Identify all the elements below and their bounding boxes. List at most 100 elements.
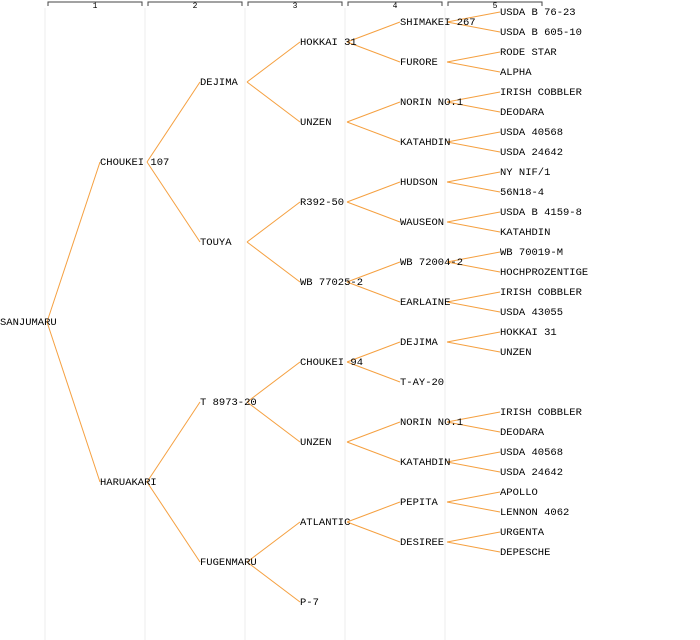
node-label: KATAHDIN <box>400 457 450 469</box>
connector <box>46 161 101 323</box>
connector <box>246 41 301 83</box>
connector <box>446 541 501 553</box>
connector <box>446 301 501 313</box>
connector <box>346 261 401 283</box>
node-label: UNZEN <box>300 117 332 129</box>
connector <box>446 501 501 513</box>
connector <box>446 171 501 183</box>
connector <box>46 321 101 483</box>
connector <box>346 121 401 143</box>
connector <box>446 141 501 153</box>
column-number: 1 <box>93 2 98 11</box>
connector <box>446 451 501 463</box>
connector <box>246 521 301 563</box>
column-number: 2 <box>193 2 198 11</box>
node-label: USDA 24642 <box>500 467 563 479</box>
node-label: FURORE <box>400 57 438 69</box>
connector <box>446 21 501 33</box>
column-number: 3 <box>293 2 298 11</box>
node-label: IRISH COBBLER <box>500 87 583 99</box>
node-label: USDA B 4159-8 <box>500 207 582 219</box>
node-label: TOUYA <box>200 237 232 249</box>
node-label: T-AY-20 <box>400 377 444 389</box>
connector <box>446 341 501 353</box>
connector <box>446 531 501 543</box>
node-label: ALPHA <box>500 67 532 79</box>
node-label: WB 72004-2 <box>400 257 463 269</box>
node-label: WAUSEON <box>400 217 444 229</box>
node-label: RODE STAR <box>500 47 557 59</box>
connector <box>346 281 401 303</box>
node-label: APOLLO <box>500 487 538 499</box>
connector <box>246 201 301 243</box>
node-label: IRISH COBBLER <box>500 407 583 419</box>
node-label: HOCHPROZENTIGE <box>500 267 588 279</box>
connector <box>446 101 501 113</box>
node-label: USDA 40568 <box>500 127 563 139</box>
connector <box>346 441 401 463</box>
node-label: HOKKAI 31 <box>500 327 557 339</box>
node-label: NY NIF/1 <box>500 167 550 179</box>
connector <box>446 421 501 433</box>
connector <box>446 11 501 23</box>
node-label: URGENTA <box>500 527 545 539</box>
connector <box>246 401 301 443</box>
node-label: UNZEN <box>300 437 332 449</box>
node-label: CHOUKEI 94 <box>300 357 363 369</box>
column-bracket <box>447 1 543 6</box>
node-label: DEJIMA <box>400 337 439 349</box>
connector <box>246 241 301 283</box>
node-label: DESIREE <box>400 537 444 549</box>
connector <box>446 411 501 423</box>
connector <box>446 211 501 223</box>
connector <box>146 401 201 483</box>
connector <box>346 521 401 543</box>
connector <box>446 261 501 273</box>
node-label: SANJUMARU <box>0 317 57 329</box>
node-label: USDA B 605-10 <box>500 27 582 39</box>
connector <box>146 161 201 243</box>
node-label: P-7 <box>300 597 319 609</box>
node-label: USDA 24642 <box>500 147 563 159</box>
node-label: PEPITA <box>400 497 439 509</box>
node-label: DEJIMA <box>200 77 239 89</box>
connector <box>346 181 401 203</box>
node-label: USDA B 76-23 <box>500 7 576 19</box>
connector <box>446 461 501 473</box>
connector <box>346 201 401 223</box>
node-label: EARLAINE <box>400 297 450 309</box>
connector <box>246 361 301 403</box>
connector <box>346 41 401 63</box>
node-label: HARUAKARI <box>100 477 157 489</box>
node-label: T 8973-20 <box>200 397 257 409</box>
node-label: KATAHDIN <box>400 137 450 149</box>
connector <box>446 251 501 263</box>
node-label: KATAHDIN <box>500 227 550 239</box>
connector <box>346 361 401 383</box>
connector <box>446 131 501 143</box>
node-label: FUGENMARU <box>200 557 257 569</box>
node-label: LENNON 4062 <box>500 507 569 519</box>
connector <box>446 51 501 63</box>
connector <box>246 81 301 123</box>
connector <box>246 561 301 603</box>
node-label: R392-50 <box>300 197 344 209</box>
node-label: HOKKAI 31 <box>300 37 357 49</box>
node-label: ATLANTIC <box>300 517 350 529</box>
column-bracket <box>247 1 343 6</box>
node-label: DEODARA <box>500 107 545 119</box>
connector <box>346 21 401 43</box>
node-label: 56N18-4 <box>500 187 544 199</box>
node-label: WB 77025-2 <box>300 277 363 289</box>
node-label: DEODARA <box>500 427 545 439</box>
column-number: 5 <box>493 2 498 11</box>
node-label: DEPESCHE <box>500 547 550 559</box>
connector <box>446 61 501 73</box>
node-label: IRISH COBBLER <box>500 287 583 299</box>
connector <box>446 91 501 103</box>
node-label: WB 70019-M <box>500 247 563 259</box>
node-label: USDA 43055 <box>500 307 563 319</box>
node-label: NORIN NO.1 <box>400 417 463 429</box>
connector <box>146 481 201 563</box>
